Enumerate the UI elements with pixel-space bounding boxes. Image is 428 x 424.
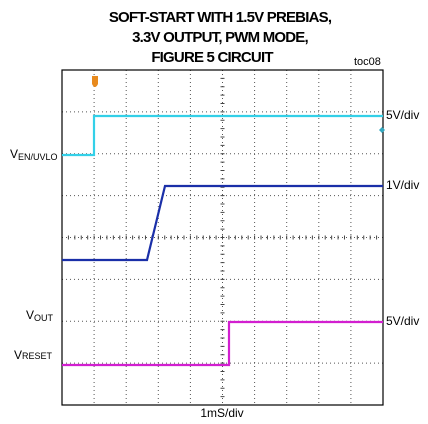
time-scale: 1mS/div xyxy=(200,406,243,420)
channel-scale: 5V/div xyxy=(386,108,419,122)
label-main: V xyxy=(10,147,18,161)
level-marker xyxy=(379,127,385,133)
vout-trace xyxy=(62,184,383,262)
scope-frame xyxy=(61,69,384,406)
vreset-trace xyxy=(62,320,383,367)
label-sub: RESET xyxy=(22,351,53,361)
channel-scale: 1V/div xyxy=(386,178,419,192)
title-line: SOFT-START WITH 1.5V PREBIAS, xyxy=(109,9,332,26)
channel-scale: 5V/div xyxy=(386,314,419,328)
channel-label: VEN/UVLO xyxy=(10,147,58,162)
en-uvlo-trace xyxy=(62,114,383,157)
scope-grid xyxy=(61,69,384,406)
title-line: 3.3V OUTPUT, PWM MODE, xyxy=(132,29,308,46)
label-sub: OUT xyxy=(34,313,54,323)
label-main: V xyxy=(14,348,22,362)
channel-label: VOUT xyxy=(26,308,54,323)
title-line: FIGURE 5 CIRCUIT xyxy=(151,49,273,66)
figure-id: toc08 xyxy=(354,56,381,68)
label-main: V xyxy=(26,308,34,322)
channel-label: VRESET xyxy=(14,348,53,362)
label-sub: EN/UVLO xyxy=(18,152,58,162)
trigger-marker xyxy=(92,76,98,87)
